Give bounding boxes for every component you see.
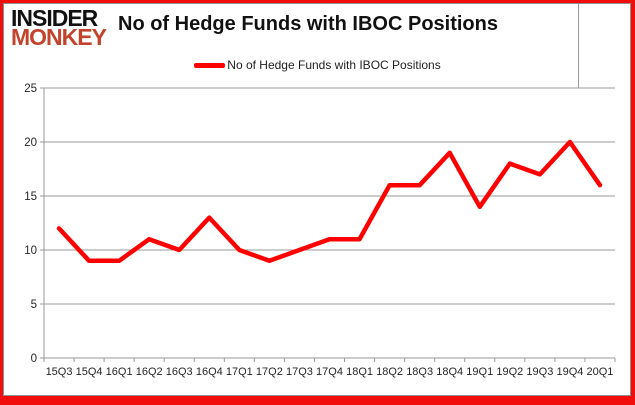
y-axis-label: 20 — [24, 137, 37, 149]
x-axis-label: 15Q3 — [46, 366, 73, 378]
x-axis-label: 16Q3 — [166, 366, 193, 378]
chart-title: No of Hedge Funds with IBOC Positions — [118, 13, 498, 35]
logo-line-insider: INSIDER — [11, 5, 98, 31]
y-axis-label: 0 — [31, 353, 37, 365]
x-axis-label: 17Q1 — [226, 366, 253, 378]
x-axis-label: 16Q1 — [106, 366, 133, 378]
x-axis-label: 17Q3 — [286, 366, 313, 378]
y-axis-label: 5 — [31, 299, 37, 311]
x-axis-label: 20Q1 — [587, 366, 614, 378]
chart-object-edge-line — [578, 0, 579, 88]
logo-line-monkey: MONKEY — [11, 24, 107, 50]
x-axis-label: 16Q4 — [196, 366, 223, 378]
x-axis-label: 19Q3 — [526, 366, 553, 378]
insider-monkey-logo: INSIDER MONKEY — [11, 5, 107, 50]
x-axis-label: 18Q1 — [346, 366, 373, 378]
chart-legend: No of Hedge Funds with IBOC Positions — [0, 58, 635, 72]
x-axis-label: 16Q2 — [136, 366, 163, 378]
x-axis-label: 18Q2 — [376, 366, 403, 378]
x-axis-label: 19Q1 — [466, 366, 493, 378]
y-axis-label: 10 — [24, 245, 37, 257]
y-axis-label: 25 — [24, 83, 37, 95]
x-axis-label: 18Q3 — [406, 366, 433, 378]
series-line — [56, 139, 603, 264]
legend-label: No of Hedge Funds with IBOC Positions — [227, 58, 441, 72]
x-axis-label: 15Q4 — [76, 366, 103, 378]
y-axis-label: 15 — [24, 191, 37, 203]
x-axis-label: 18Q4 — [436, 366, 463, 378]
x-axis-label: 17Q4 — [316, 366, 343, 378]
x-axis-label: 19Q2 — [496, 366, 523, 378]
legend-line-swatch — [194, 62, 226, 68]
x-axis-label: 19Q4 — [556, 366, 583, 378]
x-axis-label: 17Q2 — [256, 366, 283, 378]
